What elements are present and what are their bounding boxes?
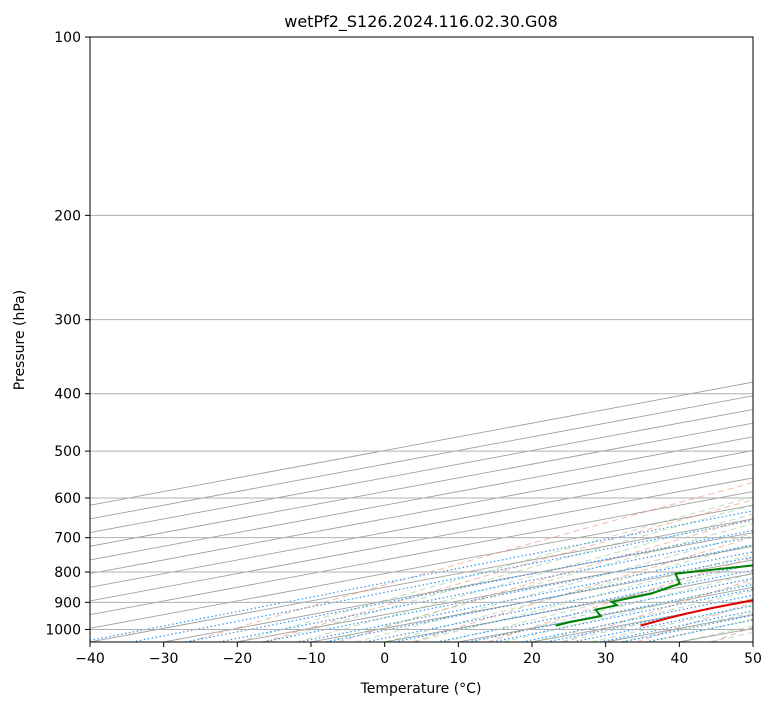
y-axis-label: Pressure (hPa) — [12, 290, 28, 390]
background-lines — [90, 381, 753, 642]
plot-area — [90, 37, 753, 642]
x-tick-label: 10 — [449, 651, 467, 667]
x-tick-label: −30 — [149, 651, 179, 667]
moist-adiabat-line — [443, 563, 753, 642]
y-tick-label: 1000 — [45, 622, 81, 638]
isotherm-line — [752, 641, 753, 642]
x-tick-label: 0 — [380, 651, 389, 667]
isotherm-line — [90, 504, 753, 629]
y-tick-label: 500 — [54, 444, 81, 460]
mixing-ratio-line — [622, 614, 753, 642]
moist-adiabat-line — [531, 590, 753, 642]
chart-title: wetPf2_S126.2024.116.02.30.G08 — [284, 12, 558, 32]
x-tick-label: −40 — [75, 651, 105, 667]
x-tick-label: 20 — [523, 651, 541, 667]
isobar-grid — [90, 37, 753, 630]
isotherm-line — [90, 518, 753, 642]
moist-adiabat-line — [237, 496, 753, 642]
x-tick-label: 40 — [670, 651, 688, 667]
x-axis: −40 −30 −20 −10 0 10 20 30 40 50 — [75, 642, 762, 667]
x-tick-label: −10 — [296, 651, 326, 667]
x-tick-label: −20 — [223, 651, 253, 667]
y-tick-label: 600 — [54, 491, 81, 507]
y-tick-label: 700 — [54, 531, 81, 547]
y-tick-label: 300 — [54, 313, 81, 329]
isotherm-line — [90, 463, 753, 588]
moist-adiabat-line — [325, 522, 753, 642]
y-tick-label: 900 — [54, 595, 81, 611]
isotherm-line — [90, 422, 753, 547]
mixing-ratio-line — [299, 551, 753, 642]
moist-adiabat-line — [502, 581, 753, 642]
y-tick-label: 100 — [54, 30, 81, 46]
y-tick-label: 400 — [54, 387, 81, 403]
dry-adiabat-line — [562, 578, 753, 642]
x-axis-label: Temperature (°C) — [360, 681, 482, 697]
mixing-ratio-line — [185, 529, 753, 642]
moist-adiabat-line — [384, 543, 753, 642]
y-tick-label: 800 — [54, 565, 81, 581]
plot-frame — [89, 36, 754, 643]
y-axis: 100 200 300 400 500 600 700 800 900 1000 — [45, 30, 90, 638]
isotherm-line — [90, 436, 753, 561]
mixing-ratio-line — [599, 610, 753, 642]
x-tick-label: 30 — [597, 651, 615, 667]
isotherm-line — [163, 532, 753, 642]
isotherm-line — [90, 450, 753, 575]
isotherm-line — [90, 491, 753, 616]
y-tick-label: 200 — [54, 208, 81, 224]
mixing-ratio-line — [218, 536, 753, 642]
x-tick-label: 50 — [744, 651, 762, 667]
mixing-ratio-line — [262, 544, 753, 642]
mixing-ratio-line — [325, 556, 753, 642]
isotherm-line — [90, 477, 753, 602]
